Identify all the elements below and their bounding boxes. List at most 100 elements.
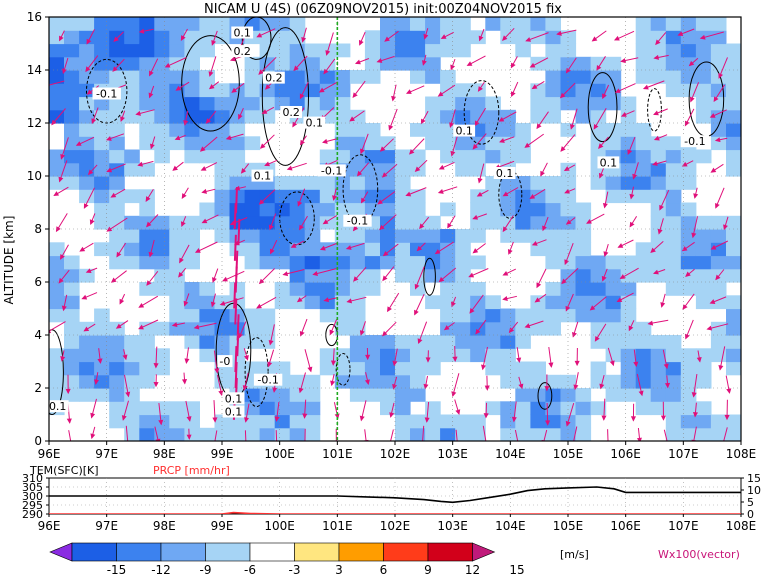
shade-cell [395, 427, 411, 441]
wind-vector-head [564, 188, 570, 194]
wind-vector-head [319, 245, 326, 251]
colorbar-tick-label: -15 [107, 563, 127, 575]
chart-title: NICAM U (4S) (06Z09NOV2015) init:00Z04NO… [204, 2, 562, 17]
wind-vector-head [69, 443, 73, 447]
shade-cell [665, 136, 682, 151]
shade-cell [455, 149, 471, 164]
shade-cell [680, 83, 697, 98]
shade-cell [455, 414, 471, 429]
shade-cell [49, 70, 65, 84]
shade-cell [304, 374, 321, 389]
wind-vector [125, 425, 129, 441]
shade-cell [244, 56, 261, 71]
shade-cell [410, 427, 426, 441]
shade-cell [319, 83, 336, 98]
shade-cell [349, 308, 366, 323]
shade-cell [575, 401, 592, 416]
shade-cell [304, 427, 321, 441]
shade-cell [64, 149, 80, 164]
shade-cell [726, 136, 741, 151]
wind-vector-head [498, 116, 505, 122]
shade-cell [229, 123, 246, 137]
shade-cell [545, 308, 561, 323]
shade-cell [79, 96, 95, 111]
wind-vector-head [137, 161, 143, 167]
shade-cell [545, 295, 561, 310]
y-tick-label: 2 [34, 381, 42, 395]
contour-label: 0.1 [455, 125, 473, 138]
shade-cell [79, 335, 95, 349]
wind-vector-head [172, 165, 178, 171]
shade-cell [680, 427, 697, 441]
shade-cell [635, 268, 652, 283]
wind-vector-head [164, 62, 171, 68]
wind-vector-head [268, 224, 274, 231]
wind-vector-head [660, 415, 666, 421]
shade-cell [319, 348, 336, 363]
shade-cell [515, 43, 531, 58]
shade-cell [620, 321, 637, 336]
shade-cell [440, 427, 456, 441]
wind-vector-head [542, 225, 547, 232]
shade-cell [695, 56, 712, 71]
shade-cell [139, 361, 155, 376]
wind-vector-head [689, 96, 695, 103]
shade-cell [575, 70, 592, 84]
shade-cell [109, 17, 125, 31]
x-tick-label: 99E [211, 519, 234, 533]
shade-cell [395, 56, 411, 71]
shade-cell [334, 295, 351, 310]
shade-cell [695, 70, 712, 84]
wind-vector-head [59, 35, 64, 42]
wind-vector-head [293, 65, 299, 72]
shade-cell [169, 136, 185, 151]
shade-cell [395, 335, 411, 349]
contour [537, 382, 553, 410]
shade-cell [680, 17, 697, 31]
shade-cell [229, 96, 246, 111]
shade-cell [364, 348, 381, 363]
wind-vector-head [565, 67, 571, 74]
contour-lines [49, 17, 725, 415]
shade-cell [259, 361, 276, 376]
wind-vector-head [106, 167, 113, 173]
shade-cell [710, 136, 727, 151]
shade-cell [680, 43, 697, 58]
wind-vector [514, 429, 519, 441]
shade-cell [560, 295, 577, 310]
wind-vector-head [158, 419, 164, 426]
shade-cell [726, 96, 741, 111]
wind-vector-head [303, 449, 307, 453]
x-tick-label: 96E [38, 447, 61, 461]
shade-cell [726, 255, 741, 270]
shade-cell [380, 242, 396, 257]
shade-cell [515, 361, 531, 376]
shade-cell [214, 17, 231, 31]
wind-vector [236, 314, 240, 341]
shade-cell [154, 123, 170, 137]
shade-cell [530, 202, 546, 217]
shade-cell [500, 123, 516, 137]
wind-vector-head [256, 32, 263, 38]
wind-vector-head [529, 194, 536, 200]
shade-cell [455, 96, 471, 111]
shade-cell [124, 215, 140, 230]
shade-cell [605, 255, 622, 270]
shade-cell [440, 136, 456, 151]
shade-cell [94, 202, 110, 217]
shade-cell [650, 374, 667, 389]
contour-label-bg [222, 392, 245, 405]
contour-label: 0.1 [600, 156, 618, 169]
wind-vector-head [416, 245, 423, 252]
shade-cell [289, 388, 306, 402]
shade-cell [380, 361, 396, 376]
wind-vector-head [51, 119, 57, 126]
shade-cell [154, 56, 170, 71]
wind-vector-head [516, 357, 522, 364]
wind-vector-head [138, 324, 144, 330]
shade-cell [485, 361, 501, 376]
wind-vector-head [417, 338, 423, 345]
shade-cell [440, 96, 456, 111]
shade-cell [710, 242, 727, 257]
shade-cell [184, 96, 200, 111]
